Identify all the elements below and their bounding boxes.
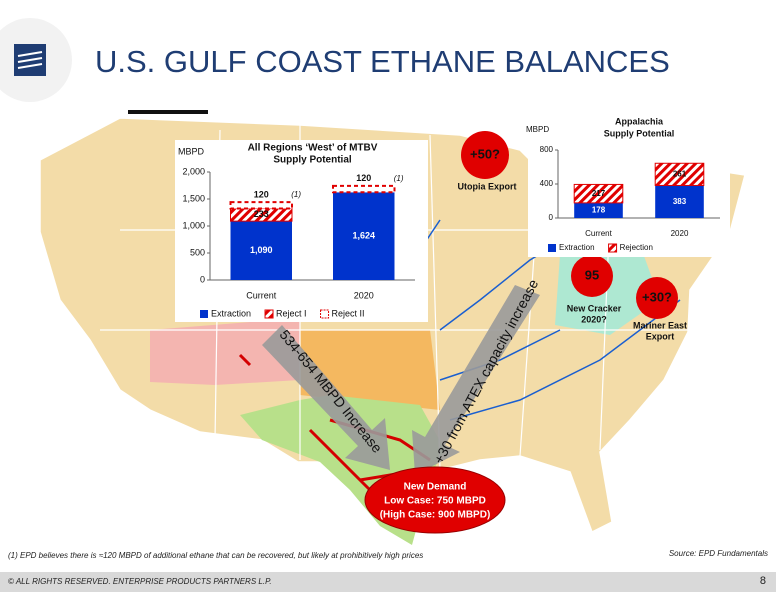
footnote: (1) EPD believes there is ≈120 MBPD of a… xyxy=(8,551,423,560)
slide-title: U.S. GULF COAST ETHANE BALANCES xyxy=(95,44,670,79)
bubble-value: 95 xyxy=(585,267,599,282)
bar-segment xyxy=(654,162,705,186)
footnote-ref: (1) xyxy=(291,190,301,199)
arrow-west xyxy=(262,325,390,470)
legend-label: Reject I xyxy=(276,308,307,318)
bubble-label: Export xyxy=(646,331,675,341)
legend-swatch xyxy=(608,243,618,253)
bar-segment xyxy=(573,183,624,204)
bar-segment xyxy=(332,184,396,194)
arrow-east xyxy=(412,285,540,475)
data-label: 217 xyxy=(592,189,606,198)
footer: © ALL RIGHTS RESERVED. ENTERPRISE PRODUC… xyxy=(8,577,272,586)
data-label: 233 xyxy=(254,209,269,219)
legend-label: Rejection xyxy=(620,243,653,252)
y-axis-label: MBPD xyxy=(526,125,549,134)
data-label: 178 xyxy=(592,206,606,215)
data-label: 120 xyxy=(356,173,371,183)
source: Source: EPD Fundamentals xyxy=(669,549,768,558)
footnote-ref: (1) xyxy=(394,174,404,183)
data-label: 1,624 xyxy=(352,231,375,241)
chart-title: Supply Potential xyxy=(604,128,675,138)
data-label: 1,090 xyxy=(250,245,273,255)
data-label: 261 xyxy=(673,169,687,178)
legend-swatch xyxy=(320,309,330,319)
bubble-label: Mariner East xyxy=(633,320,687,330)
demand-label: New Demand xyxy=(404,482,467,493)
bubble xyxy=(571,255,613,297)
bubble-label: 2020? xyxy=(581,314,607,324)
bubble-value: +30? xyxy=(642,289,672,304)
y-tick-label: 0 xyxy=(200,274,205,284)
legend-swatch xyxy=(200,310,208,318)
bar-segment xyxy=(333,192,395,280)
bar-segment xyxy=(655,185,704,218)
demand-label: (High Case: 900 MBPD) xyxy=(380,510,491,521)
data-label: 383 xyxy=(673,197,687,206)
bubble xyxy=(636,277,678,319)
logo-mark xyxy=(17,51,43,69)
x-tick-label: Current xyxy=(246,290,277,300)
chart-title: Appalachia xyxy=(615,116,664,126)
bar-segment xyxy=(230,221,292,280)
y-tick-label: 1,500 xyxy=(182,193,205,203)
legend-label: Extraction xyxy=(559,243,595,252)
legend-label: Extraction xyxy=(211,308,251,318)
y-tick-label: 1,000 xyxy=(182,220,205,230)
data-label: 120 xyxy=(254,189,269,199)
bubble xyxy=(461,131,509,179)
legend-swatch xyxy=(548,244,556,252)
y-axis-label: MBPD xyxy=(178,146,205,156)
pipelines-blue xyxy=(399,219,681,421)
page-number: 8 xyxy=(760,575,766,587)
chart-title: All Regions ‘West’ of MTBV xyxy=(248,143,378,154)
pipelines-red xyxy=(238,353,431,502)
x-tick-label: Current xyxy=(585,229,612,238)
y-tick-label: 2,000 xyxy=(182,166,205,176)
title-rule xyxy=(128,110,208,114)
y-tick-label: 400 xyxy=(540,179,554,188)
legend-label: Reject II xyxy=(332,308,365,318)
y-tick-label: 800 xyxy=(540,145,554,154)
y-tick-label: 500 xyxy=(190,247,205,257)
x-tick-label: 2020 xyxy=(354,290,374,300)
legend-swatch xyxy=(264,309,274,319)
chart-title: Supply Potential xyxy=(273,155,352,166)
demand-ellipse xyxy=(364,466,506,534)
region-rockies xyxy=(150,318,300,385)
bar-segment xyxy=(229,201,293,210)
demand-label: Low Case: 750 MBPD xyxy=(384,496,486,507)
x-tick-label: 2020 xyxy=(671,229,689,238)
bubble-label: Utopia Export xyxy=(457,181,516,191)
bar-segment xyxy=(574,202,623,218)
bubble-value: +50? xyxy=(470,146,500,161)
footer-bar xyxy=(0,572,776,592)
y-tick-label: 0 xyxy=(549,213,554,222)
bubble-label: New Cracker xyxy=(567,303,622,313)
